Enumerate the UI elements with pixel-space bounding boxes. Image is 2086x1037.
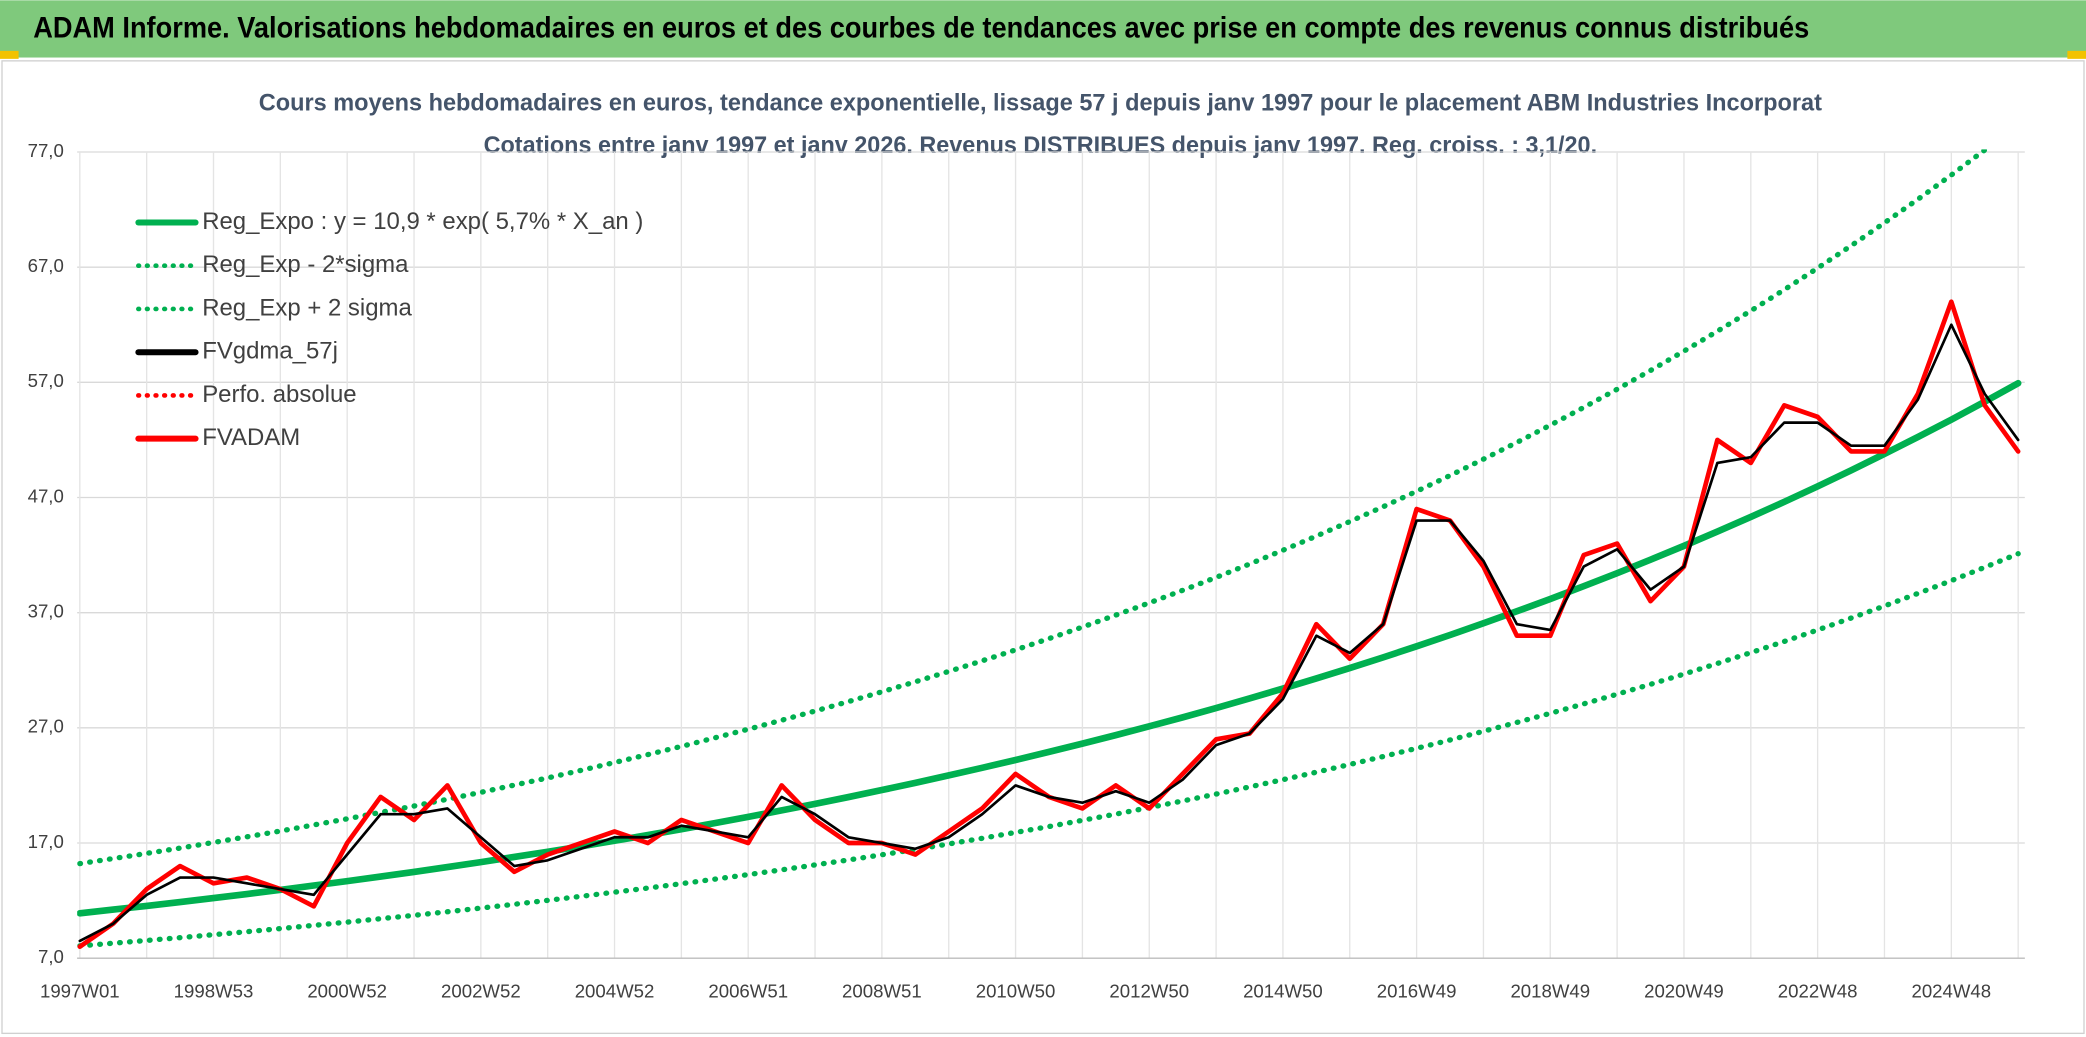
series-line [78, 323, 2020, 943]
legend-label: FVgdma_57j [202, 338, 338, 365]
series-line [77, 551, 2021, 949]
corner [0, 50, 19, 59]
y-tick-label: 37,0 [28, 601, 64, 622]
y-tick-label: 7,0 [38, 946, 64, 967]
legend-label: Reg_Exp + 2 sigma [202, 294, 412, 321]
chart-title: Cours moyens hebdomadaires en euros, ten… [259, 89, 1822, 116]
x-tick-label: 2010W50 [976, 981, 1056, 1002]
series-line [77, 379, 2022, 917]
x-tick-label: 2024W48 [1911, 981, 1991, 1002]
x-tick-label: 2000W52 [307, 981, 387, 1002]
legend-label: Reg_Expo : y = 10,9 * exp( 5,7% * X_an ) [202, 208, 643, 235]
y-tick-label: 47,0 [28, 485, 64, 506]
y-tick-label: 17,0 [28, 831, 64, 852]
x-tick-label: 2016W49 [1377, 981, 1457, 1002]
x-tick-label: 2018W49 [1510, 981, 1590, 1002]
x-tick-label: 2014W50 [1243, 981, 1323, 1002]
chart-subtitle: Cotations entre janv 1997 et janv 2026. … [484, 132, 1598, 159]
x-tick-label: 2022W48 [1778, 981, 1858, 1002]
x-tick-label: 2008W51 [842, 981, 922, 1002]
y-tick-label: 77,0 [28, 140, 64, 161]
header-title: ADAM Informe. Valorisations hebdomadaire… [33, 12, 1809, 44]
x-tick-label: 1998W53 [174, 981, 254, 1002]
y-tick-label: 27,0 [28, 716, 64, 737]
corner [2067, 50, 2086, 59]
y-tick-label: 57,0 [28, 370, 64, 391]
x-tick-label: 2004W52 [575, 981, 655, 1002]
x-tick-label: 2020W49 [1644, 981, 1724, 1002]
x-tick-label: 2006W51 [708, 981, 788, 1002]
legend-label: FVADAM [202, 424, 300, 451]
legend-label: Reg_Exp - 2*sigma [202, 251, 409, 278]
plot-area [77, 149, 2022, 949]
x-tick-label: 2002W52 [441, 981, 521, 1002]
y-tick-label: 67,0 [28, 255, 64, 276]
legend-label: Perfo. absolue [202, 381, 356, 408]
series-line [77, 149, 1991, 867]
x-tick-label: 1997W01 [40, 981, 120, 1002]
x-tick-label: 2012W50 [1109, 981, 1189, 1002]
header-bar [0, 0, 2086, 58]
chart-frame [1, 60, 2085, 1035]
